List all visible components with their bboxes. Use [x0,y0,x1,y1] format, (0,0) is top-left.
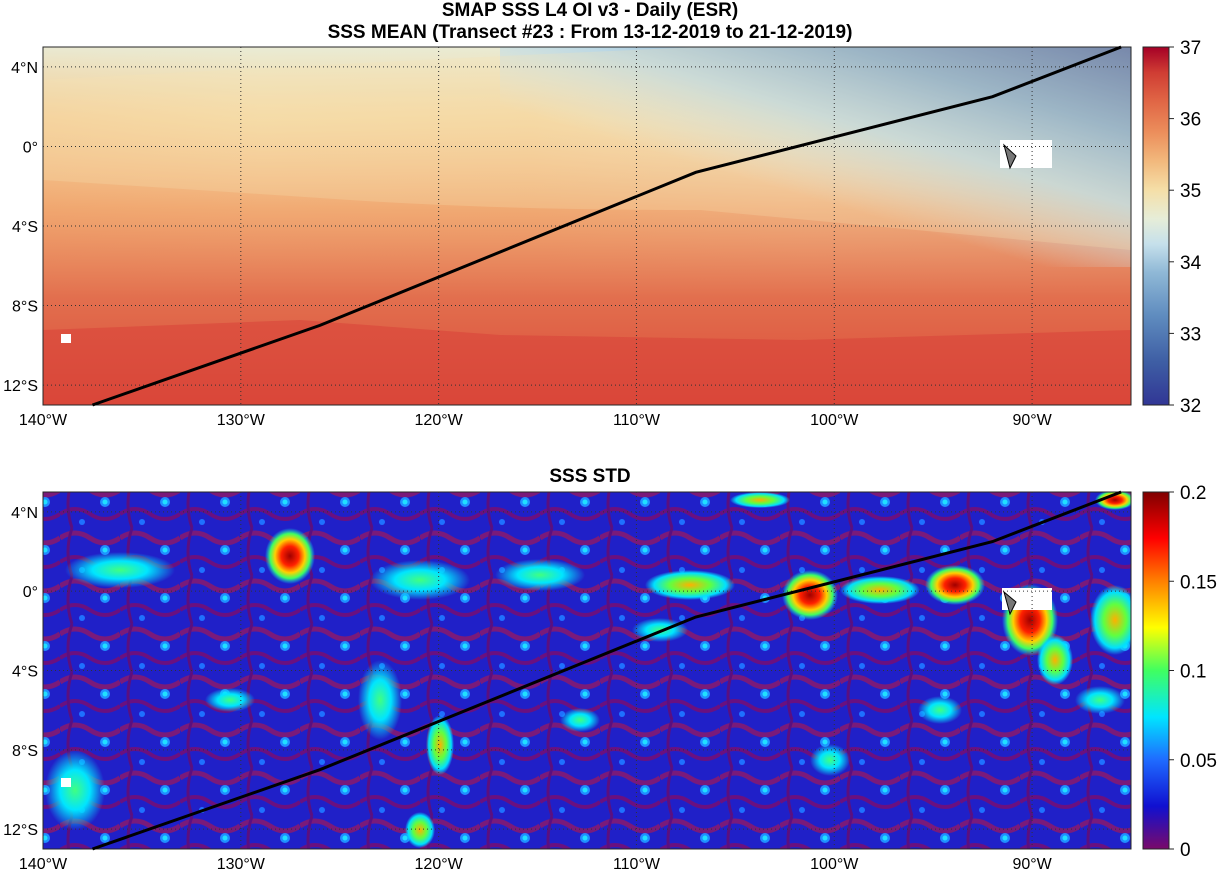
colorbar-tick-label: 35 [1180,181,1201,202]
std-colorbar-ticks: 0.2 0.15 0.1 0.05 0 [1169,483,1217,861]
lon-tick-label: 90°W [1012,856,1052,871]
figure-subtitle: SSS MEAN (Transect #23 : From 13-12-2019… [327,22,853,43]
lon-tick-label: 110°W [613,412,661,429]
std-lon-ticks: 140°W 130°W 120°W 110°W 100°W 90°W [19,856,1053,871]
std-feature [810,744,850,776]
colorbar-tick-label: 0.2 [1180,483,1206,504]
std-feature [426,715,454,775]
std-lat-ticks: 4°N 0° 4°S 8°S 12°S [3,505,38,839]
lat-tick-label: 8°S [12,299,38,316]
land-mask-island [61,334,71,343]
std-feature [1037,635,1073,685]
mean-transect-line [92,45,1122,407]
colorbar-tick-label: 32 [1180,396,1201,417]
lon-tick-label: 140°W [19,856,68,871]
std-feature [840,576,920,604]
std-map-panel [43,492,1131,849]
mean-gridlines [43,47,1131,405]
std-feature [1075,686,1125,714]
std-feature [730,492,790,508]
lat-tick-label: 8°S [12,743,38,760]
colorbar-tick-label: 37 [1180,38,1201,59]
galapagos-marker-icon [1003,143,1017,170]
lat-tick-label: 12°S [3,378,38,395]
std-feature [45,750,105,830]
lon-tick-label: 130°W [217,856,266,871]
std-feature [370,560,470,600]
mid-salinity-band [43,47,1131,250]
lat-tick-label: 4°S [12,664,38,681]
std-feature [560,708,600,732]
mean-lat-ticks: 4°N 0° 4°S 8°S 12°S [3,60,38,395]
lat-tick-label: 12°S [3,822,38,839]
mean-colorbar [1142,46,1170,406]
figure-title: SMAP SSS L4 OI v3 - Daily (ESR) [441,0,739,21]
std-feature [782,570,838,620]
std-feature [1090,585,1131,655]
std-feature [205,688,255,712]
galapagos-marker-icon [1003,590,1017,616]
lon-tick-label: 120°W [415,412,464,429]
std-feature [918,696,962,724]
colorbar-tick-label: 36 [1180,110,1201,131]
lon-tick-label: 110°W [613,856,661,871]
std-transect-line [92,490,1122,851]
lat-tick-label: 4°N [11,505,38,522]
colorbar-tick-label: 34 [1180,253,1202,274]
lon-tick-label: 130°W [217,412,266,429]
std-feature [1095,492,1131,510]
colorbar-tick-label: 0.05 [1180,751,1217,772]
land-mask-island [61,778,71,787]
colorbar-tick-label: 0 [1180,840,1191,861]
std-feature [265,528,315,584]
std-feature [65,552,175,588]
lon-tick-label: 90°W [1012,412,1052,429]
std-feature [495,559,585,591]
lat-tick-label: 4°N [11,60,38,77]
colorbar-tick-label: 33 [1180,324,1201,345]
std-feature [358,660,402,740]
high-salinity-band [43,320,1131,405]
std-feature [405,812,435,848]
lon-tick-label: 140°W [19,412,68,429]
mean-lon-ticks: 140°W 130°W 120°W 110°W 100°W 90°W [19,412,1053,429]
mean-colorbar-ticks: 37 36 35 34 33 32 [1169,38,1202,417]
lon-tick-label: 120°W [415,856,464,871]
lon-tick-label: 100°W [810,412,859,429]
std-feature [645,570,735,600]
colorbar-tick-label: 0.15 [1180,572,1217,593]
std-feature [925,565,985,605]
std-gridlines [43,492,1131,849]
std-panel-title: SSS STD [549,466,631,487]
lon-tick-label: 100°W [810,856,859,871]
lat-tick-label: 0° [23,584,38,601]
std-colorbar [1142,491,1170,850]
colorbar-tick-label: 0.1 [1180,662,1206,683]
lat-tick-label: 4°S [12,219,38,236]
lat-tick-label: 0° [23,139,38,156]
